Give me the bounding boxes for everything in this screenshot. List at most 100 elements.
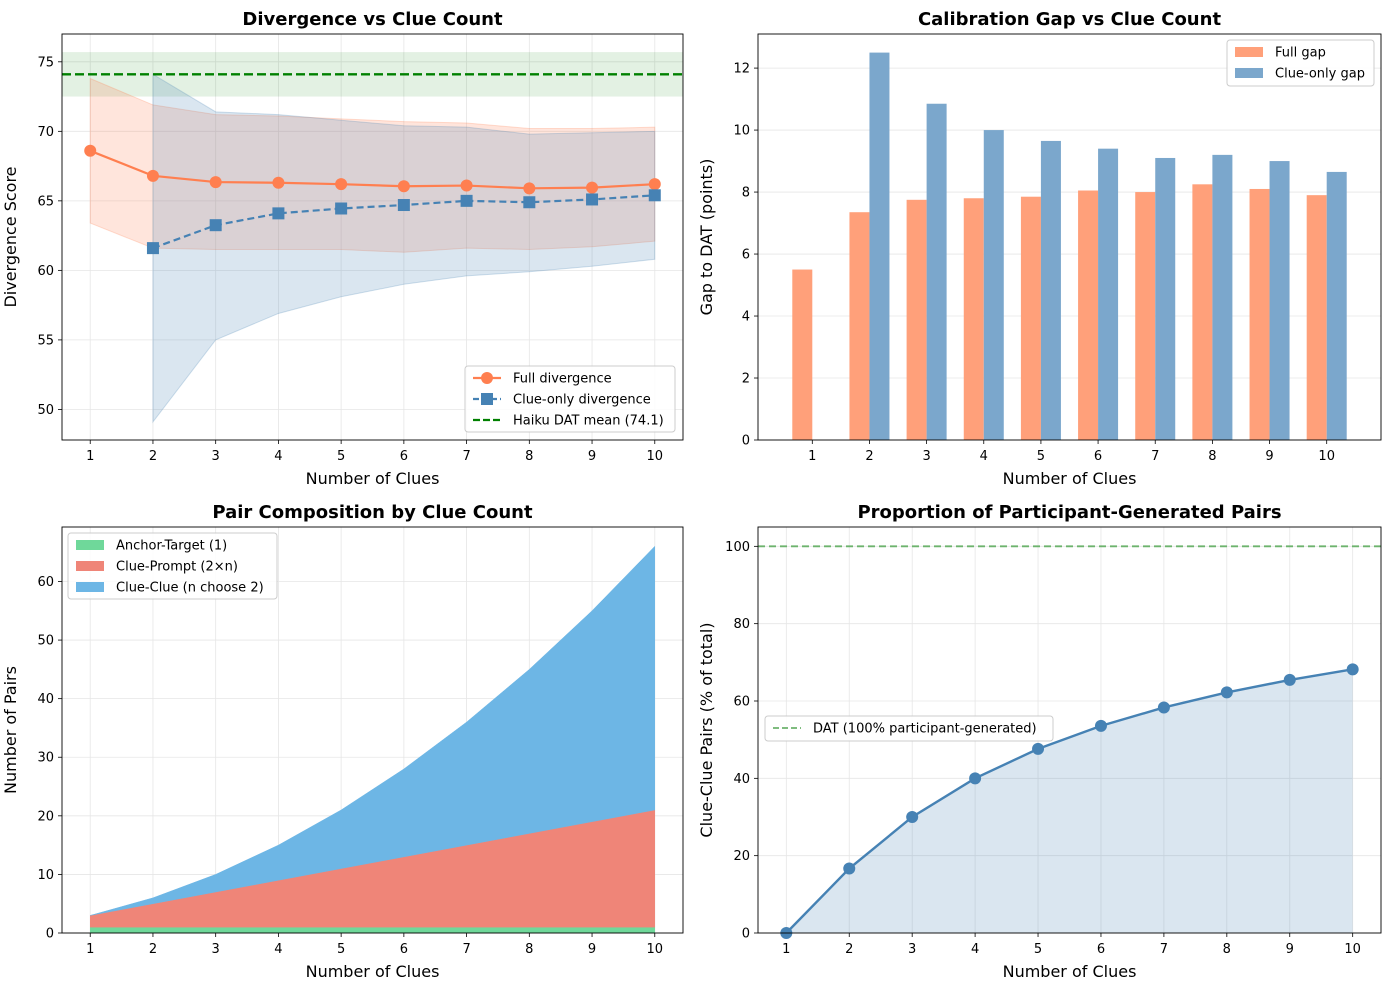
series-line xyxy=(89,149,655,190)
y-axis-label: Divergence Score xyxy=(1,166,20,307)
chart-pair-composition: Pair Composition by Clue Count Number of … xyxy=(1,502,684,981)
axes-frame xyxy=(61,526,684,934)
bar xyxy=(1306,195,1327,440)
x-tick-label: 8 xyxy=(1208,449,1216,464)
x-axis-label: Number of Clues xyxy=(1003,962,1137,981)
x-tick-label: 2 xyxy=(149,449,157,464)
data-point xyxy=(272,207,285,220)
data-point xyxy=(1157,701,1170,714)
x-tick-label: 4 xyxy=(274,449,282,464)
legend-swatch xyxy=(1235,47,1263,57)
chart-participant-proportion: Proportion of Participant-Generated Pair… xyxy=(697,502,1382,981)
y-tick-label: 50 xyxy=(37,634,54,649)
legend-box xyxy=(1226,39,1375,87)
y-tick-label: 60 xyxy=(37,264,54,279)
data-point xyxy=(648,189,661,202)
data-point xyxy=(648,178,661,191)
x-tick-label: 1 xyxy=(86,942,94,957)
data-point xyxy=(209,176,222,189)
data-point xyxy=(1032,742,1045,755)
area-fill xyxy=(786,669,1353,933)
data-point xyxy=(1283,673,1296,686)
legend-label: Full divergence xyxy=(513,372,612,387)
y-tick-label: 8 xyxy=(742,186,750,201)
chart-title: Calibration Gap vs Clue Count xyxy=(918,9,1221,30)
x-tick-label: 5 xyxy=(1034,942,1042,957)
bar xyxy=(792,269,813,440)
bar xyxy=(1040,140,1061,441)
x-tick-label: 3 xyxy=(212,449,220,464)
bar xyxy=(1326,171,1347,441)
legend-label: Full gap xyxy=(1275,46,1326,61)
x-tick-label: 10 xyxy=(646,942,663,957)
y-tick-label: 0 xyxy=(742,434,750,449)
data-point xyxy=(969,772,982,785)
x-tick-label: 6 xyxy=(1097,942,1105,957)
legend-swatch xyxy=(76,540,104,550)
legend-box xyxy=(464,365,676,433)
chart-title: Pair Composition by Clue Count xyxy=(212,502,533,523)
bar xyxy=(906,199,927,440)
x-tick-label: 8 xyxy=(1223,942,1231,957)
x-tick-label: 10 xyxy=(646,449,663,464)
x-tick-label: 2 xyxy=(865,449,873,464)
data-point xyxy=(1346,663,1359,676)
bar xyxy=(1135,192,1156,440)
x-tick-label: 3 xyxy=(922,449,930,464)
stacked-area xyxy=(90,545,656,916)
y-tick-label: 20 xyxy=(733,849,750,864)
data-point xyxy=(843,862,856,875)
axes-frame xyxy=(61,33,684,441)
x-tick-label: 4 xyxy=(274,942,282,957)
x-tick-label: 7 xyxy=(1160,942,1168,957)
y-tick-label: 40 xyxy=(733,772,750,787)
data-point xyxy=(523,196,536,209)
legend-swatch xyxy=(1235,68,1263,78)
x-tick-label: 6 xyxy=(400,449,408,464)
x-tick-label: 1 xyxy=(808,449,816,464)
bar xyxy=(1249,188,1270,440)
y-axis-label: Clue-Clue Pairs (% of total) xyxy=(697,622,716,837)
y-tick-label: 75 xyxy=(37,55,54,70)
x-tick-label: 9 xyxy=(1265,449,1273,464)
x-tick-label: 9 xyxy=(588,449,596,464)
x-tick-label: 6 xyxy=(400,942,408,957)
bar xyxy=(1212,154,1233,440)
x-axis-label: Number of Clues xyxy=(306,469,440,488)
data-point xyxy=(272,176,285,189)
y-tick-label: 20 xyxy=(37,809,54,824)
data-point xyxy=(397,180,410,193)
legend-marker xyxy=(481,372,493,384)
x-tick-label: 7 xyxy=(462,942,470,957)
data-point xyxy=(335,202,348,215)
legend-label: Clue-Clue (n choose 2) xyxy=(116,581,264,596)
data-point xyxy=(84,144,97,157)
y-axis-label: Number of Pairs xyxy=(1,666,20,794)
y-tick-label: 2 xyxy=(742,372,750,387)
y-tick-label: 60 xyxy=(37,575,54,590)
x-tick-label: 9 xyxy=(588,942,596,957)
legend-label: Anchor-Target (1) xyxy=(116,539,227,554)
legend-marker xyxy=(481,393,493,405)
y-tick-label: 70 xyxy=(37,125,54,140)
x-tick-label: 5 xyxy=(337,942,345,957)
x-axis-label: Number of Clues xyxy=(306,962,440,981)
data-point xyxy=(460,194,473,207)
bar xyxy=(926,103,947,441)
x-tick-label: 3 xyxy=(908,942,916,957)
x-tick-label: 10 xyxy=(1318,449,1335,464)
bar xyxy=(1078,190,1099,440)
y-tick-label: 0 xyxy=(46,927,54,942)
data-point xyxy=(146,169,159,182)
data-point xyxy=(586,181,599,194)
chart-title: Divergence vs Clue Count xyxy=(242,9,503,30)
data-point xyxy=(397,199,410,212)
y-axis-label: Gap to DAT (points) xyxy=(697,159,716,316)
legend-swatch xyxy=(76,561,104,571)
x-tick-label: 4 xyxy=(980,449,988,464)
data-point xyxy=(460,179,473,192)
bar xyxy=(1098,148,1119,440)
y-tick-label: 0 xyxy=(742,927,750,942)
y-tick-label: 100 xyxy=(725,540,750,555)
